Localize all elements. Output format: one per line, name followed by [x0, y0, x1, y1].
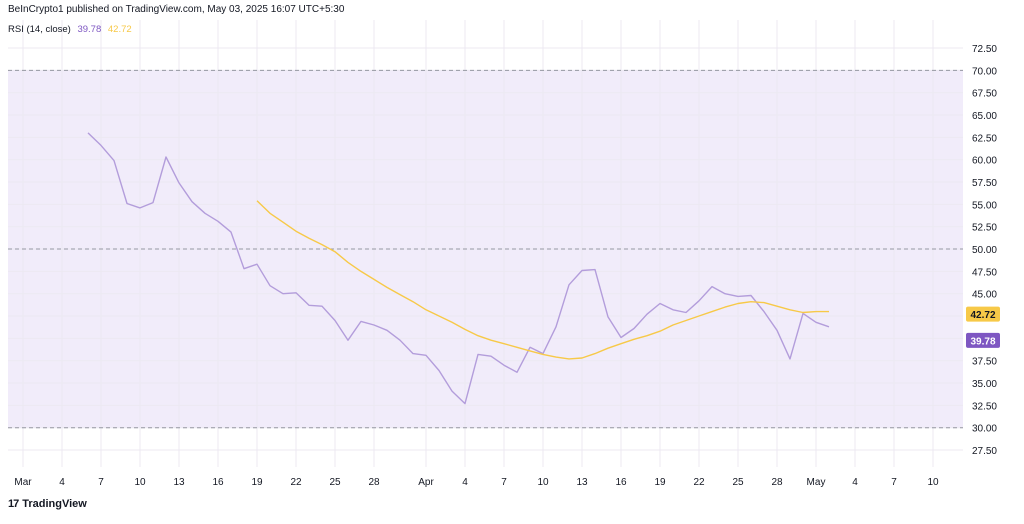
tradingview-logo-icon: 17 — [8, 498, 19, 510]
y-tick-label: 27.50 — [972, 446, 997, 457]
y-axis[interactable]: 72.50 70.00 67.50 65.00 62.50 60.00 57.50 55.00… — [972, 44, 997, 457]
series-layer — [87, 132, 830, 405]
x-tick-label: 7 — [891, 477, 897, 488]
x-tick-label: Mar — [14, 477, 32, 488]
x-axis[interactable]: Mar 4 7 10 13 16 19 22 25 28 Apr 4 7 10 13 16 19 22 25 28 Ma… — [14, 477, 939, 488]
value-badges: 42.72 39.78 — [966, 306, 1000, 348]
x-tick-label: 10 — [927, 477, 939, 488]
y-tick-label: 72.50 — [972, 44, 997, 55]
band-lines — [8, 69, 963, 429]
y-tick-label: 35.00 — [972, 379, 997, 390]
rsi-value-badge-label: 39.78 — [970, 336, 995, 347]
indicator-name: RSI (14, close) — [8, 24, 71, 35]
y-tick-label: 60.00 — [972, 156, 997, 167]
x-tick-label: 4 — [59, 477, 65, 488]
y-tick-label: 52.50 — [972, 223, 997, 234]
x-tick-label: 22 — [290, 477, 302, 488]
x-tick-label: 28 — [368, 477, 380, 488]
y-tick-label: 62.50 — [972, 133, 997, 144]
tradingview-brand-label: TradingView — [22, 498, 87, 510]
x-tick-label: 19 — [251, 477, 263, 488]
series-line-rsi — [87, 132, 830, 405]
y-tick-label: 70.00 — [972, 66, 997, 77]
indicator-legend[interactable]: RSI (14, close) 39.78 42.72 — [8, 24, 136, 35]
x-tick-label: Apr — [418, 477, 434, 488]
x-tick-label: 16 — [615, 477, 627, 488]
y-tick-label: 32.50 — [972, 401, 997, 412]
y-tick-label: 50.00 — [972, 245, 997, 256]
x-tick-label: 19 — [654, 477, 666, 488]
y-tick-label: 37.50 — [972, 357, 997, 368]
y-tick-label: 67.50 — [972, 89, 997, 100]
y-tick-label: 55.00 — [972, 200, 997, 211]
y-tick-label: 30.00 — [972, 424, 997, 435]
y-tick-label: 45.00 — [972, 290, 997, 301]
ma-legend-value: 42.72 — [107, 24, 132, 35]
x-tick-label: 10 — [537, 477, 549, 488]
rsi-value-badge: 39.78 — [966, 332, 1000, 348]
tradingview-brand[interactable]: 17 TradingView — [8, 498, 87, 510]
x-tick-label: 4 — [852, 477, 858, 488]
y-tick-label: 57.50 — [972, 178, 997, 189]
y-tick-label: 47.50 — [972, 267, 997, 278]
x-tick-label: 16 — [212, 477, 224, 488]
x-tick-label: 7 — [98, 477, 104, 488]
ma-value-badge-label: 42.72 — [970, 310, 995, 321]
ma-value-badge: 42.72 — [966, 306, 1000, 322]
rsi-value-badge-bg — [966, 332, 1000, 348]
x-tick-label: 7 — [501, 477, 507, 488]
x-tick-label: 25 — [732, 477, 744, 488]
ma-value-badge-bg — [966, 306, 1000, 322]
x-tick-label: 4 — [462, 477, 468, 488]
x-tick-label: 10 — [134, 477, 146, 488]
x-tick-label: 13 — [576, 477, 588, 488]
x-tick-label: 13 — [173, 477, 185, 488]
x-tick-label: 25 — [329, 477, 341, 488]
x-tick-label: 22 — [693, 477, 705, 488]
x-tick-label: May — [807, 477, 826, 488]
x-tick-label: 28 — [771, 477, 783, 488]
rsi-legend-value: 39.78 — [77, 24, 102, 35]
series-line-ma — [256, 200, 829, 360]
y-tick-label: 65.00 — [972, 111, 997, 122]
publish-info: BeInCrypto1 published on TradingView.com… — [8, 4, 345, 15]
